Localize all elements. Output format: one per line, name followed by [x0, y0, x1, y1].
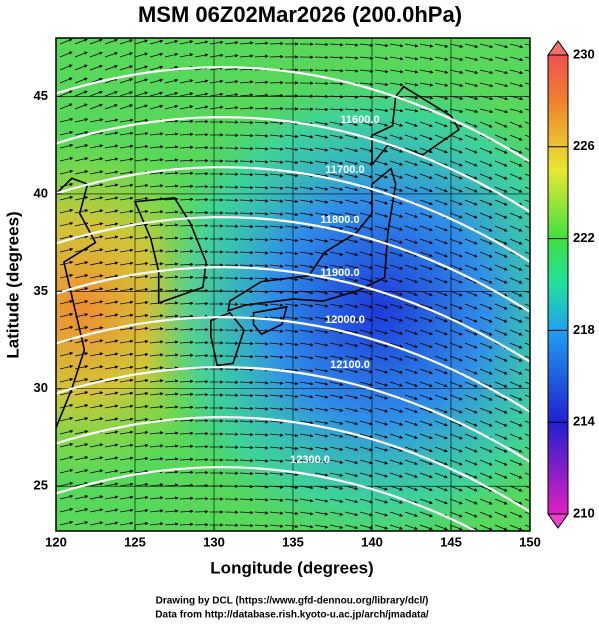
x-tick-label: 130	[203, 534, 225, 549]
contour-label: 12100.0	[330, 359, 370, 371]
footer-line: Drawing by DCL (https://www.gfd-dennou.o…	[156, 596, 429, 607]
contour-label: 11700.0	[325, 164, 364, 176]
contour-label: 12300.0	[290, 454, 330, 466]
x-tick-label: 140	[361, 534, 383, 549]
y-axis-label: Latitude (degrees)	[3, 211, 22, 358]
x-tick-label: 150	[519, 534, 541, 549]
x-tick-label: 120	[45, 534, 67, 549]
x-tick-label: 135	[282, 534, 304, 549]
contour-label: 11900.0	[320, 267, 359, 279]
colorbar-tick-label: 222	[573, 230, 595, 245]
colorbar-tick-label: 210	[573, 505, 595, 520]
colorbar-tick-label: 218	[573, 322, 595, 337]
x-tick-label: 125	[124, 534, 146, 549]
x-axis-label: Longitude (degrees)	[210, 558, 373, 577]
colorbar	[548, 55, 568, 514]
colorbar-tick-label: 230	[573, 46, 595, 61]
y-tick-label: 40	[34, 185, 48, 200]
y-tick-label: 30	[34, 380, 48, 395]
y-tick-label: 45	[34, 88, 48, 103]
colorbar-tick-label: 226	[573, 138, 595, 153]
colorbar-bottom-cap	[548, 514, 568, 528]
footer-line: Data from http://database.rish.kyoto-u.a…	[155, 610, 429, 621]
x-tick-label: 145	[440, 534, 462, 549]
colorbar-tick-label: 214	[573, 414, 595, 429]
chart-title: MSM 06Z02Mar2026 (200.0hPa)	[138, 2, 462, 27]
contour-label: 12000.0	[325, 314, 365, 326]
contour-label: 11800.0	[320, 214, 359, 226]
y-tick-label: 25	[34, 478, 48, 493]
colorbar-top-cap	[548, 41, 568, 55]
contour-label: 11600.0	[340, 114, 379, 126]
y-tick-label: 35	[34, 283, 48, 298]
